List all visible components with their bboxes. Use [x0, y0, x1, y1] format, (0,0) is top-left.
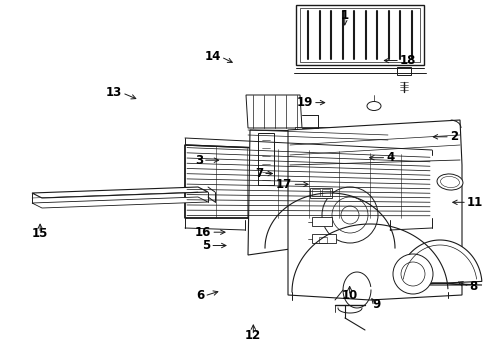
Polygon shape	[245, 95, 302, 128]
Bar	[321, 189, 329, 196]
Ellipse shape	[366, 102, 380, 111]
Text: 1: 1	[340, 9, 348, 22]
Text: 12: 12	[244, 329, 261, 342]
Bar	[297, 130, 346, 162]
Text: 11: 11	[466, 196, 482, 209]
Text: 13: 13	[106, 86, 122, 99]
Bar	[299, 8, 419, 62]
Text: 5: 5	[202, 239, 210, 252]
Polygon shape	[247, 130, 389, 255]
Bar	[339, 152, 379, 182]
Text: 14: 14	[204, 50, 221, 63]
Circle shape	[392, 254, 432, 294]
Text: 19: 19	[296, 96, 312, 109]
Polygon shape	[32, 187, 207, 198]
Text: 6: 6	[196, 289, 204, 302]
Ellipse shape	[402, 273, 420, 287]
Bar	[318, 237, 326, 243]
Text: 7: 7	[254, 167, 263, 180]
Bar	[295, 5, 423, 65]
Text: 18: 18	[399, 54, 415, 67]
Text: 3: 3	[194, 154, 203, 167]
Text: 2: 2	[449, 130, 457, 143]
Text: 17: 17	[276, 178, 292, 191]
Bar	[309, 188, 331, 198]
Text: 8: 8	[468, 280, 477, 293]
Polygon shape	[184, 145, 431, 218]
Text: 16: 16	[195, 226, 211, 239]
Polygon shape	[397, 240, 481, 285]
Text: 15: 15	[32, 227, 48, 240]
Circle shape	[321, 187, 377, 243]
Ellipse shape	[436, 174, 462, 190]
Bar	[311, 189, 319, 196]
Polygon shape	[287, 120, 461, 300]
Bar	[294, 127, 349, 165]
Ellipse shape	[406, 276, 416, 284]
Text: 9: 9	[372, 298, 380, 311]
Text: 4: 4	[386, 151, 394, 164]
Bar	[342, 155, 376, 179]
Bar	[258, 133, 273, 185]
Text: 10: 10	[341, 289, 357, 302]
Bar	[311, 234, 335, 243]
Bar	[396, 67, 410, 75]
Polygon shape	[32, 197, 207, 208]
Bar	[311, 217, 331, 226]
